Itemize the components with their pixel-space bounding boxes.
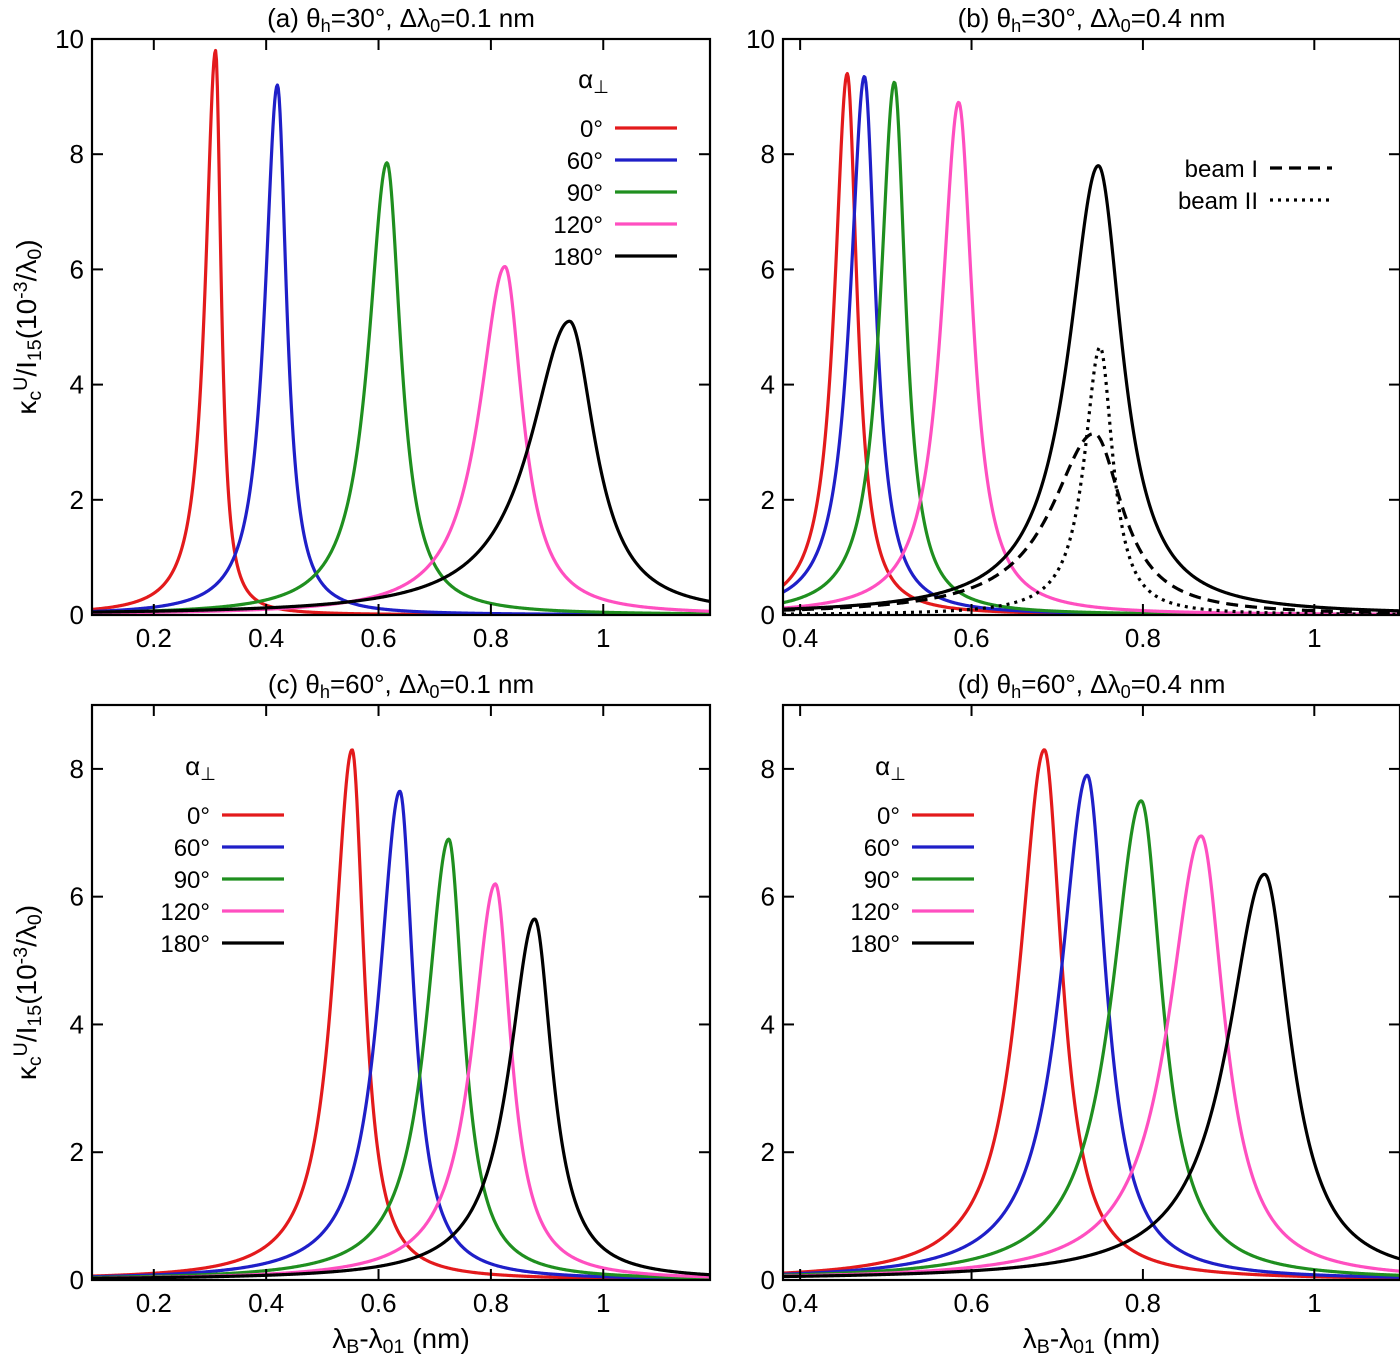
series-line-0-	[783, 71, 1400, 615]
plot-frame	[90, 703, 712, 1282]
panel-title: (d) θh=60°, Δλ0=0.4 nm	[958, 669, 1226, 702]
x-tick-label: 0.4	[782, 1288, 818, 1318]
series-line-beam-i	[783, 431, 1400, 615]
legend-label: beam I	[1185, 156, 1258, 183]
series-line-120-	[92, 264, 710, 615]
y-tick-label: 4	[761, 370, 775, 400]
legend-label: 0°	[877, 803, 900, 830]
x-tick-label: 0.6	[953, 1288, 989, 1318]
x-tick-label: 1	[596, 623, 610, 653]
y-tick-label: 10	[55, 24, 84, 54]
y-tick-label: 6	[70, 254, 84, 284]
panel-b: (b) θh=30°, Δλ0=0.4 nm0.4 0.6 0.8 10246810b…	[746, 3, 1400, 653]
x-tick-label: 1	[596, 1288, 610, 1318]
series-line-180-	[92, 917, 710, 1280]
legend: α⊥ 0° 60° 90° 120° 180°	[160, 751, 284, 958]
y-tick-label: 6	[70, 882, 84, 912]
y-tick-label: 4	[70, 1009, 84, 1039]
y-tick-label: 2	[761, 1137, 775, 1167]
x-tick-label: 0.8	[1125, 623, 1161, 653]
y-tick-label: 0	[761, 1265, 775, 1295]
panel-d: (d) θh=60°, Δλ0=0.4 nm 0.4 0.6 0.8 1 0 2 4 6 8 λB-…	[761, 669, 1400, 1356]
plot-area	[92, 748, 710, 1280]
x-tick-label: 0.4	[248, 1288, 284, 1318]
y-axis-label: κcU/I15(10-3/λ0)	[10, 239, 46, 414]
y-tick-label: 4	[761, 1009, 775, 1039]
legend: α⊥ 0° 60° 90° 120° 180°	[553, 64, 677, 271]
legend-title: α⊥	[875, 751, 906, 784]
legend-label: 60°	[567, 148, 603, 175]
series-line-180-	[92, 319, 710, 614]
x-tick-label: 1	[1307, 1288, 1321, 1318]
legend: α⊥ 0° 60° 90° 120° 180°	[850, 751, 974, 958]
x-tick-label: 0.6	[360, 623, 396, 653]
legend-label: 90°	[174, 867, 210, 894]
plot-frame	[90, 37, 712, 617]
legend-label: 90°	[864, 867, 900, 894]
x-tick-label: 0.6	[360, 1288, 396, 1318]
y-tick-label: 8	[761, 754, 775, 784]
series-line-180-	[783, 164, 1400, 613]
y-tick-label: 8	[70, 139, 84, 169]
plot-frame	[781, 37, 1400, 617]
panel-title: (a) θh=30°, Δλ0=0.1 nm	[267, 3, 535, 36]
y-tick-label: 2	[70, 1137, 84, 1167]
plot-frame	[781, 703, 1400, 1282]
x-tick-label: 0.8	[473, 1288, 509, 1318]
legend-label: 180°	[553, 244, 603, 271]
legend-label: 0°	[580, 116, 603, 143]
series-line-180-	[783, 872, 1400, 1279]
y-tick-label: 2	[70, 485, 84, 515]
x-tick-label: 0.6	[953, 623, 989, 653]
y-tick-label: 6	[761, 254, 775, 284]
panel-title: (b) θh=30°, Δλ0=0.4 nm	[958, 3, 1226, 36]
series-line-beam-ii	[783, 345, 1400, 615]
legend-label: 60°	[174, 835, 210, 862]
x-tick-label: 0.4	[782, 623, 818, 653]
panel-a: (a) θh=30°, Δλ0=0.1 nm0.2 0.4 0.6 0.8 102468…	[10, 3, 712, 653]
x-tick-label: 0.8	[473, 623, 509, 653]
x-tick-label: 0.2	[136, 1288, 172, 1318]
x-tick-label: 0.4	[248, 623, 284, 653]
series-line-0-	[92, 748, 710, 1280]
x-axis-label: λB-λ01 (nm)	[332, 1323, 470, 1356]
legend-title: α⊥	[185, 751, 216, 784]
y-tick-label: 8	[761, 139, 775, 169]
x-axis-label: λB-λ01 (nm)	[1023, 1323, 1161, 1356]
y-tick-label: 6	[761, 882, 775, 912]
y-axis-label: κcU/I15(10-3/λ0)	[10, 905, 46, 1080]
series-line-0-	[783, 748, 1400, 1280]
legend-label: beam II	[1178, 188, 1258, 215]
legend-label: 120°	[850, 899, 900, 926]
legend-label: 180°	[850, 931, 900, 958]
legend-label: 0°	[187, 803, 210, 830]
legend-label: 60°	[864, 835, 900, 862]
series-line-90-	[92, 161, 710, 615]
x-tick-label: 1	[1307, 623, 1321, 653]
series-line-90-	[783, 799, 1400, 1277]
legend-label: 120°	[553, 212, 603, 239]
y-tick-label: 2	[761, 485, 775, 515]
legend-title: α⊥	[578, 64, 609, 97]
panel-c: (c) θh=60°, Δλ0=0.1 nm 0.2 0.4 0.6 0.8 1 0 2 4 6 8…	[10, 669, 712, 1356]
legend: beam I beam II	[1178, 156, 1332, 215]
plot-area	[783, 71, 1400, 615]
plot-area	[92, 48, 710, 615]
legend-label: 90°	[567, 180, 603, 207]
plot-area	[783, 748, 1400, 1280]
series-line-60-	[783, 773, 1400, 1279]
y-tick-label: 10	[746, 24, 775, 54]
panel-title: (c) θh=60°, Δλ0=0.1 nm	[268, 669, 534, 702]
y-tick-label: 0	[761, 600, 775, 630]
legend-label: 120°	[160, 899, 210, 926]
x-tick-label: 0.2	[136, 623, 172, 653]
y-tick-label: 4	[70, 370, 84, 400]
y-tick-label: 0	[70, 600, 84, 630]
x-tick-label: 0.8	[1125, 1288, 1161, 1318]
series-line-60-	[92, 789, 710, 1280]
y-tick-label: 0	[70, 1265, 84, 1295]
y-tick-label: 8	[70, 754, 84, 784]
legend-label: 180°	[160, 931, 210, 958]
